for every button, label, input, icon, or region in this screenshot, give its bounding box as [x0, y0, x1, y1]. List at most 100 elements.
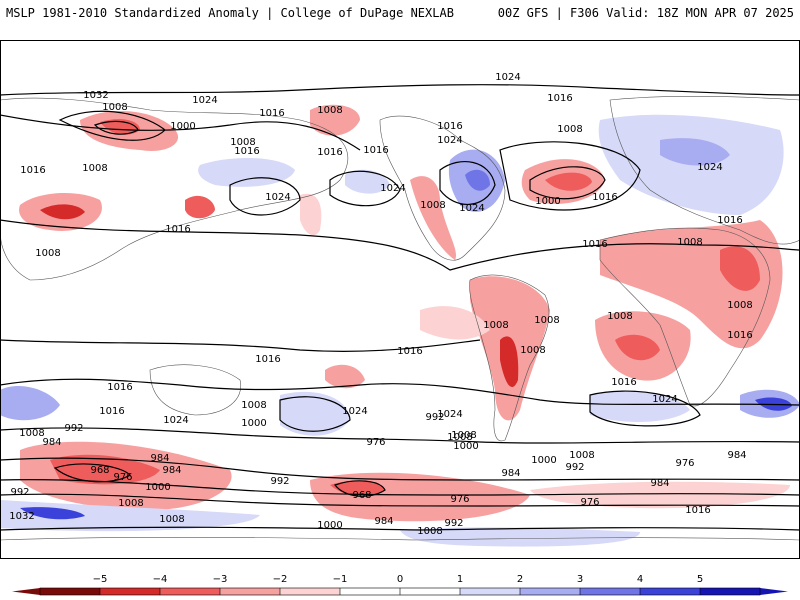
coast-africa	[599, 227, 771, 407]
colorbar-swatch-pos1	[460, 588, 521, 595]
isobar-label-so-968-b: 968	[352, 490, 371, 501]
isobar-label-so-992-b: 992	[10, 487, 29, 498]
coast-south-america	[469, 274, 550, 442]
isobar-1000-ant	[0, 526, 800, 531]
isobar-1008-south	[0, 427, 800, 444]
colorbar-swatch-neg2	[220, 588, 281, 595]
isobar-label-so-976-c: 976	[450, 494, 469, 505]
isobar-label-natl-1016-a: 1016	[547, 93, 572, 104]
isobar-label-ind-1016: 1016	[165, 224, 190, 235]
isobar-label-so-1000-c: 1000	[531, 455, 556, 466]
isobar-label-asia-1008-b: 1008	[230, 137, 255, 148]
isobar-label-sind-1024: 1024	[163, 415, 188, 426]
colorbar-tick-label: 5	[697, 574, 703, 585]
isobar-label-satl-1024-b: 1024	[437, 409, 462, 420]
isobar-label-eu-1032: 1032	[83, 90, 108, 101]
colorbar-tick-label: 2	[517, 574, 523, 585]
isobar-label-so-984-d: 984	[501, 468, 520, 479]
isobar-label-afr-1008-c: 1008	[607, 311, 632, 322]
isobar-992-so	[0, 457, 800, 481]
colorbar: −5 −4 −3 −2 −1 0 1 2 3 4 5	[12, 574, 788, 596]
colorbar-swatch-pos4	[640, 588, 701, 595]
colorbar-swatch-pos3	[580, 588, 641, 595]
isobar-label-afr-1008-b: 1008	[727, 300, 752, 311]
isobar-1016-natl	[499, 141, 641, 211]
anomaly-neg-africa-core	[720, 246, 760, 291]
mslp-anomaly-map: 1024103210081024100810001016100810161016…	[0, 40, 800, 559]
isobar-1008-asia	[58, 110, 166, 141]
isobar-1016-subtrop	[0, 219, 800, 271]
isobar-label-so-992-d: 992	[270, 476, 289, 487]
anomaly-neg-spac	[325, 364, 365, 389]
isobar-label-satl-1016: 1016	[611, 377, 636, 388]
isobar-label-afr-1016: 1016	[727, 330, 752, 341]
isobar-label-so-1008-f: 1008	[569, 450, 594, 461]
isobar-label-so-984-f: 984	[727, 450, 746, 461]
isobar-1016-np	[0, 114, 361, 151]
isobar-label-so-976-d: 976	[675, 458, 694, 469]
isobar-label-pac-1024: 1024	[265, 192, 290, 203]
isobar-label-sa-1008-b: 1008	[534, 315, 559, 326]
isobar-label-so-976-a: 976	[113, 472, 132, 483]
anomaly-neg-satl-core	[615, 334, 660, 361]
colorbar-swatch-pos2	[520, 588, 581, 595]
isobar-label-asia-1016-b: 1016	[234, 146, 259, 157]
isobar-label-so-992-e: 992	[565, 462, 584, 473]
anomaly-neg-so-east	[530, 481, 790, 509]
anomaly-neg-pac-c	[300, 193, 322, 236]
isobar-label-np-1024-top: 1024	[495, 72, 520, 83]
isobar-label-spac-1016-b: 1016	[397, 346, 422, 357]
anomaly-pos-spac	[280, 391, 350, 436]
isobar-1024-satl	[589, 390, 701, 427]
isobar-label-pac-1016-a: 1016	[317, 147, 342, 158]
isobar-label-so-976-b: 976	[366, 437, 385, 448]
isobar-968-so-w	[53, 463, 131, 483]
isobar-label-so-1008-g: 1008	[417, 526, 442, 537]
isobar-label-satl-1024: 1024	[652, 394, 677, 405]
isobar-label-india-1008: 1008	[35, 248, 60, 259]
isobar-label-na-1016-b: 1016	[363, 145, 388, 156]
isobar-label-so-1008-c: 1008	[19, 428, 44, 439]
isobar-label-so-1008-h: 1008	[159, 514, 184, 525]
colorbar-swatches	[12, 587, 788, 596]
colorbar-swatch-zero	[340, 588, 401, 595]
isobar-labels: 1024103210081024100810001016100810161016…	[9, 72, 752, 537]
colorbar-tick-label: −2	[273, 574, 288, 585]
isobars	[0, 84, 800, 531]
colorbar-swatch-neg3	[160, 588, 221, 595]
isobar-1008-na	[439, 161, 496, 205]
isobar-label-sa-1008-c: 1008	[520, 345, 545, 356]
isobar-968-so-m	[334, 480, 386, 497]
colorbar-tick-label: −4	[153, 574, 168, 585]
anomaly-pos-npac	[198, 158, 295, 187]
isobar-label-spac-1024: 1024	[342, 406, 367, 417]
isobar-label-so-976-e: 976	[580, 497, 599, 508]
isobar-1000-natl	[529, 166, 606, 200]
isobar-label-asia-1008-a: 1008	[102, 102, 127, 113]
isobar-label-so-1000-d: 1000	[453, 441, 478, 452]
isobar-label-natl-1016-b: 1016	[592, 192, 617, 203]
isobar-label-so-968-a: 968	[90, 465, 109, 476]
anomaly-neg-asia-b-core	[40, 204, 85, 220]
isobar-label-sind-1016: 1016	[99, 406, 124, 417]
anomaly-neg-pac-a	[185, 195, 215, 219]
isobar-label-eu-1016: 1016	[717, 215, 742, 226]
colorbar-swatch-pos5	[700, 588, 761, 595]
isobar-label-eu-1024: 1024	[697, 162, 722, 173]
isobar-label-so-992-a: 992	[425, 412, 444, 423]
colorbar-arrow-right	[760, 588, 788, 595]
isobar-label-aus-1016: 1016	[107, 382, 132, 393]
isobar-label-so-1000-e: 1000	[317, 520, 342, 531]
coast-antarctica	[0, 536, 800, 541]
anomaly-pos-eu-core	[660, 138, 730, 166]
colorbar-tick-label: 0	[397, 574, 403, 585]
isobar-1024-south	[279, 396, 351, 432]
isobar-label-pac-1008-a: 1008	[317, 105, 342, 116]
isobar-1024-pac-b	[329, 170, 401, 207]
coastlines	[0, 95, 800, 541]
isobar-label-so-1000-a: 1000	[241, 418, 266, 429]
colorbar-tick-label: 4	[637, 574, 643, 585]
anomaly-neg-samer-core	[500, 336, 519, 388]
anomaly-neg-natl-core	[545, 172, 592, 191]
coast-australia	[149, 364, 242, 416]
